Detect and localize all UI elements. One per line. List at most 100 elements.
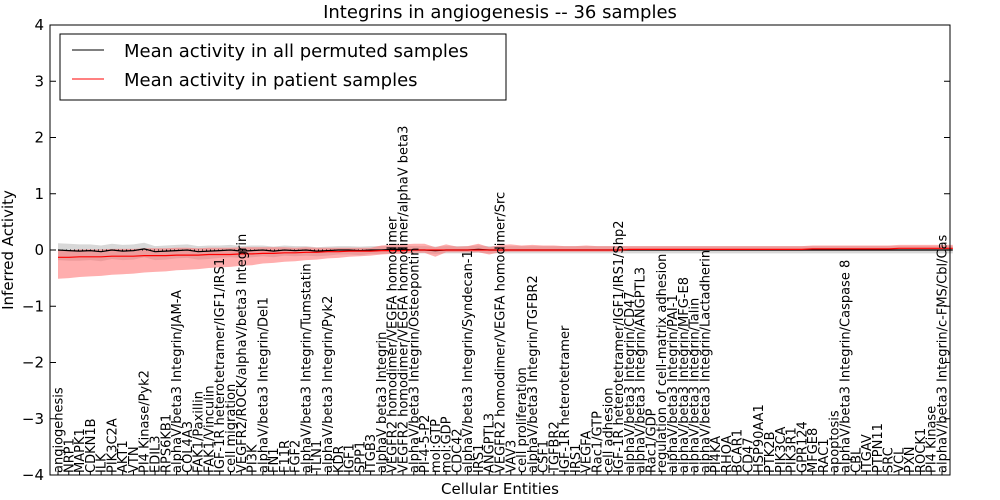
x-tick-label: PIK3CA bbox=[774, 426, 789, 473]
x-tick-label: cell migration bbox=[224, 384, 239, 473]
y-tick-label: 4 bbox=[34, 16, 44, 34]
x-tick-label: CD47 bbox=[742, 437, 757, 473]
x-tick-label: IGF1 bbox=[343, 443, 358, 473]
x-tick-label: TLN1 bbox=[310, 440, 325, 474]
x-tick-label: MFGE8 bbox=[806, 428, 821, 473]
x-tick-label: VCL bbox=[892, 447, 907, 473]
y-tick-label: −2 bbox=[22, 354, 44, 372]
y-tick-label: −1 bbox=[22, 297, 44, 315]
x-tick-label: CDKN1B bbox=[84, 418, 99, 473]
x-tick-label: PI4 Kinase bbox=[925, 406, 940, 473]
legend-label-patient: Mean activity in patient samples bbox=[124, 70, 418, 91]
x-tick-label: apoptosis bbox=[828, 410, 843, 473]
x-tick-label: MAPK1 bbox=[73, 428, 88, 473]
x-tick-label: ITGB3 bbox=[364, 434, 379, 473]
x-tick-label: EDIL3 bbox=[149, 435, 164, 473]
legend-box bbox=[59, 33, 507, 101]
x-tick-label: PI4KA bbox=[709, 436, 724, 473]
x-tick-label: CBL bbox=[849, 447, 864, 473]
x-tick-label: RHOA bbox=[720, 435, 735, 473]
x-tick-label: mol:GTP bbox=[429, 419, 444, 473]
x-tick-label: FGF2 bbox=[289, 440, 304, 473]
x-tick-label: cell proliferation bbox=[515, 367, 530, 473]
x-tick-label: angiogenesis bbox=[52, 387, 67, 473]
x-tick-label: Rac1/GDP bbox=[644, 408, 659, 473]
x-tick-label: PIK3C2A bbox=[105, 418, 120, 473]
x-tick-label: VEGFR2 homodimer/VEGFA homodimer bbox=[386, 216, 401, 473]
x-tick-label: PIK3R1 bbox=[785, 427, 800, 473]
x-tick-label: CSF1 bbox=[537, 440, 552, 473]
x-tick-label: alphaV/beta3 Integrin/MFG-E8 bbox=[677, 277, 692, 473]
x-tick-label: PI4 Kinase/Pyk2 bbox=[138, 370, 153, 473]
x-tick-label: RPS6KB1 bbox=[159, 414, 174, 473]
x-tick-label: IGF-1R heterotetramer/IGF1/IRS1/Shp2 bbox=[612, 220, 627, 473]
y-tick-label: −4 bbox=[22, 466, 44, 484]
x-axis-labels: angiogenesisNRP1MAPK1CDKN1BILKPIK3C2AAKT… bbox=[52, 126, 951, 475]
x-tick-label: F11R bbox=[278, 440, 293, 473]
x-tick-label: PTPN11 bbox=[871, 423, 886, 473]
x-tick-label: Rac1/GTP bbox=[591, 411, 606, 473]
y-axis-title: Inferred Activity bbox=[0, 190, 17, 310]
x-tick-label: AKT1 bbox=[116, 440, 131, 473]
x-tick-label: VEGFA bbox=[580, 431, 595, 473]
x-tick-label: VTN bbox=[127, 446, 142, 473]
y-tick-label: −3 bbox=[22, 410, 44, 428]
x-tick-label: alphaV/beta3 Integrin/Del1 bbox=[256, 297, 271, 473]
x-tick-label: alphaV/beta3 Integrin/PAI-1 bbox=[666, 294, 681, 473]
x-tick-label: PXN bbox=[903, 447, 918, 473]
x-tick-label: IRS1 bbox=[472, 444, 487, 473]
x-tick-label: FN1 bbox=[267, 448, 282, 473]
x-tick-label: regulation of cell-matrix adhesion bbox=[655, 254, 670, 473]
x-tick-label: ROCK1 bbox=[914, 428, 929, 473]
x-tick-label: PTK2B bbox=[763, 432, 778, 474]
x-tick-label: alphaV/beta3 Integrin/ANGPTL3 bbox=[634, 267, 649, 473]
x-tick-label: ILK bbox=[95, 453, 110, 473]
x-tick-label: alphaV/beta3 Integrin/Osteopontin bbox=[407, 248, 422, 473]
x-tick-label: alphaV beta3 Integrin bbox=[375, 332, 390, 473]
x-tick-label: CDC42 bbox=[450, 428, 465, 473]
x-tick-label: TGFBR2 bbox=[547, 421, 562, 474]
x-tick-label: ITGAV bbox=[860, 434, 875, 473]
patient-mean-line bbox=[58, 247, 953, 258]
x-tick-label: COL4A3 bbox=[181, 421, 196, 473]
x-tick-label: PI-4-5-P2 bbox=[418, 415, 433, 473]
x-tick-label: alphaV/beta3 Integrin/JAM-A bbox=[170, 290, 185, 473]
x-tick-label: alphaV/beta3 Integrin/Caspase 8 bbox=[839, 260, 854, 473]
x-tick-label: mol:GDP bbox=[440, 416, 455, 473]
x-tick-label: NRP1 bbox=[62, 438, 77, 473]
x-tick-label: ANGPTL3 bbox=[483, 413, 498, 473]
x-tick-label: alphaV/beta3 Integrin/Talin bbox=[688, 298, 703, 473]
x-tick-label: GPR124 bbox=[795, 421, 810, 473]
x-axis-title: Cellular Entities bbox=[441, 480, 559, 498]
y-axis: −4 −3 −2 −1 0 1 2 3 4 bbox=[22, 16, 950, 484]
x-tick-label: alphaV/beta3 Integrin/c-FMS/Cbl/Cas bbox=[936, 234, 951, 473]
legend: Mean activity in all permuted samples Me… bbox=[59, 33, 507, 101]
y-tick-label: 0 bbox=[34, 241, 44, 259]
chart-title: Integrins in angiogenesis -- 36 samples bbox=[323, 2, 677, 23]
x-tick-label: alphaV/beta3 Integrin/TGFBR2 bbox=[526, 275, 541, 473]
x-tick-label: IRS1 bbox=[569, 444, 584, 473]
x-tick-label: FAK1/Vinculin bbox=[202, 385, 217, 473]
x-tick-label: VEGFR2 homodimer/VEGFA homodimer/Src bbox=[494, 192, 509, 473]
y-tick-label: 3 bbox=[34, 72, 44, 90]
x-tick-label: HSP90AA1 bbox=[752, 404, 767, 473]
x-tick-label: alphaV/beta3 Integrin/Syndecan-1 bbox=[461, 250, 476, 473]
x-tick-label: cell adhesion bbox=[601, 387, 616, 473]
x-tick-label: PI3K bbox=[246, 444, 261, 473]
x-tick-label: alphaV/beta3 Integrin/Pyk2 bbox=[321, 296, 336, 473]
x-tick-label: IGF-1R heterotetramer bbox=[558, 325, 573, 473]
x-tick-label: alphaV/beta3 Integrin/Lactadherin bbox=[698, 250, 713, 473]
x-tick-label: SRC bbox=[882, 447, 897, 473]
x-tick-label: BCAR1 bbox=[731, 429, 746, 473]
x-tick-label: VEGFR2 homodimer/VEGFA homodimer/alphaV … bbox=[397, 126, 412, 473]
x-tick-label: FAK1/Paxillin bbox=[192, 391, 207, 473]
legend-label-permuted: Mean activity in all permuted samples bbox=[124, 41, 468, 62]
y-tick-label: 2 bbox=[34, 129, 44, 147]
x-tick-label: VEGFR2/ROCK/alphaV/beta3 Integrin bbox=[235, 234, 250, 473]
x-tick-label: RAC1 bbox=[817, 438, 832, 473]
x-tick-label: SPP1 bbox=[353, 441, 368, 473]
x-tick-label: alphaV/beta3 Integrin/CD47 bbox=[623, 291, 638, 473]
x-tick-label: IGF-1R heterotetramer/IGF1/IRS1 bbox=[213, 258, 228, 473]
y-tick-label: 1 bbox=[34, 185, 44, 203]
